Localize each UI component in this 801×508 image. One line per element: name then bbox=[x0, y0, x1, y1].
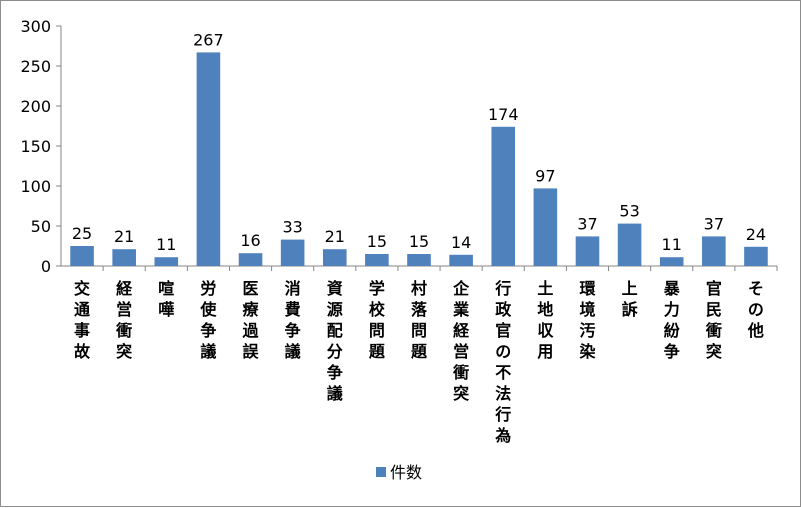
bar bbox=[280, 239, 305, 266]
data-label: 21 bbox=[325, 227, 345, 246]
x-category-label: 資源配分争議 bbox=[327, 279, 343, 403]
bar bbox=[491, 126, 516, 266]
data-label: 15 bbox=[409, 232, 429, 251]
data-label: 21 bbox=[114, 227, 134, 246]
data-label: 24 bbox=[746, 225, 766, 244]
data-label: 11 bbox=[662, 235, 682, 254]
x-category-label: 土地収用 bbox=[537, 279, 554, 361]
data-label: 11 bbox=[156, 235, 176, 254]
x-category-label: 交通事故 bbox=[74, 279, 91, 361]
x-category-label: 村落問題 bbox=[411, 279, 428, 361]
bar bbox=[70, 246, 94, 266]
x-category-label: 喧嘩 bbox=[158, 279, 174, 319]
data-label: 267 bbox=[193, 30, 224, 49]
x-category-label: 医療過誤 bbox=[242, 279, 260, 361]
x-category-label: 消費争議 bbox=[285, 279, 301, 361]
legend-swatch bbox=[376, 467, 386, 477]
data-label: 37 bbox=[577, 214, 597, 233]
bar bbox=[322, 249, 347, 266]
legend-label: 件数 bbox=[390, 463, 422, 482]
x-category-label: 労使争議 bbox=[199, 279, 217, 361]
bar bbox=[238, 253, 263, 266]
data-label: 174 bbox=[488, 105, 519, 124]
bar bbox=[196, 52, 221, 267]
x-category-label: 暴力紛争 bbox=[663, 279, 681, 361]
data-label: 15 bbox=[367, 232, 387, 251]
x-category-label: 上訴 bbox=[622, 279, 638, 319]
data-label: 14 bbox=[451, 233, 471, 252]
bar bbox=[744, 246, 768, 266]
data-label: 33 bbox=[282, 218, 302, 237]
data-label: 25 bbox=[72, 224, 92, 243]
x-category-label: その他 bbox=[747, 279, 764, 340]
data-label: 97 bbox=[535, 166, 555, 185]
x-category-label: 学校問題 bbox=[369, 279, 386, 361]
bar bbox=[702, 236, 726, 266]
x-category-label: 企業経営衝突 bbox=[452, 279, 470, 403]
data-label: 53 bbox=[619, 202, 639, 221]
data-label: 16 bbox=[240, 231, 260, 250]
bar bbox=[112, 249, 136, 266]
x-category-label: 官民衝突 bbox=[705, 279, 722, 361]
bar bbox=[617, 223, 642, 266]
x-category-label: 行政官の不法行為 bbox=[494, 279, 512, 445]
bar bbox=[533, 188, 558, 266]
x-category-label: 環境汚染 bbox=[578, 279, 596, 361]
bar bbox=[575, 236, 600, 266]
bar bbox=[154, 257, 179, 266]
y-tick-label: 250 bbox=[20, 57, 51, 76]
bar bbox=[365, 254, 389, 266]
y-tick-label: 0 bbox=[41, 257, 51, 276]
y-tick-label: 300 bbox=[20, 17, 51, 36]
y-tick-label: 150 bbox=[20, 137, 51, 156]
bar bbox=[407, 254, 431, 266]
bar bbox=[659, 257, 684, 266]
data-label: 37 bbox=[704, 214, 724, 233]
y-tick-label: 200 bbox=[20, 97, 51, 116]
y-tick-label: 50 bbox=[31, 217, 51, 236]
y-tick-label: 100 bbox=[20, 177, 51, 196]
bar bbox=[449, 254, 473, 266]
x-category-label: 経営衝突 bbox=[115, 279, 133, 361]
